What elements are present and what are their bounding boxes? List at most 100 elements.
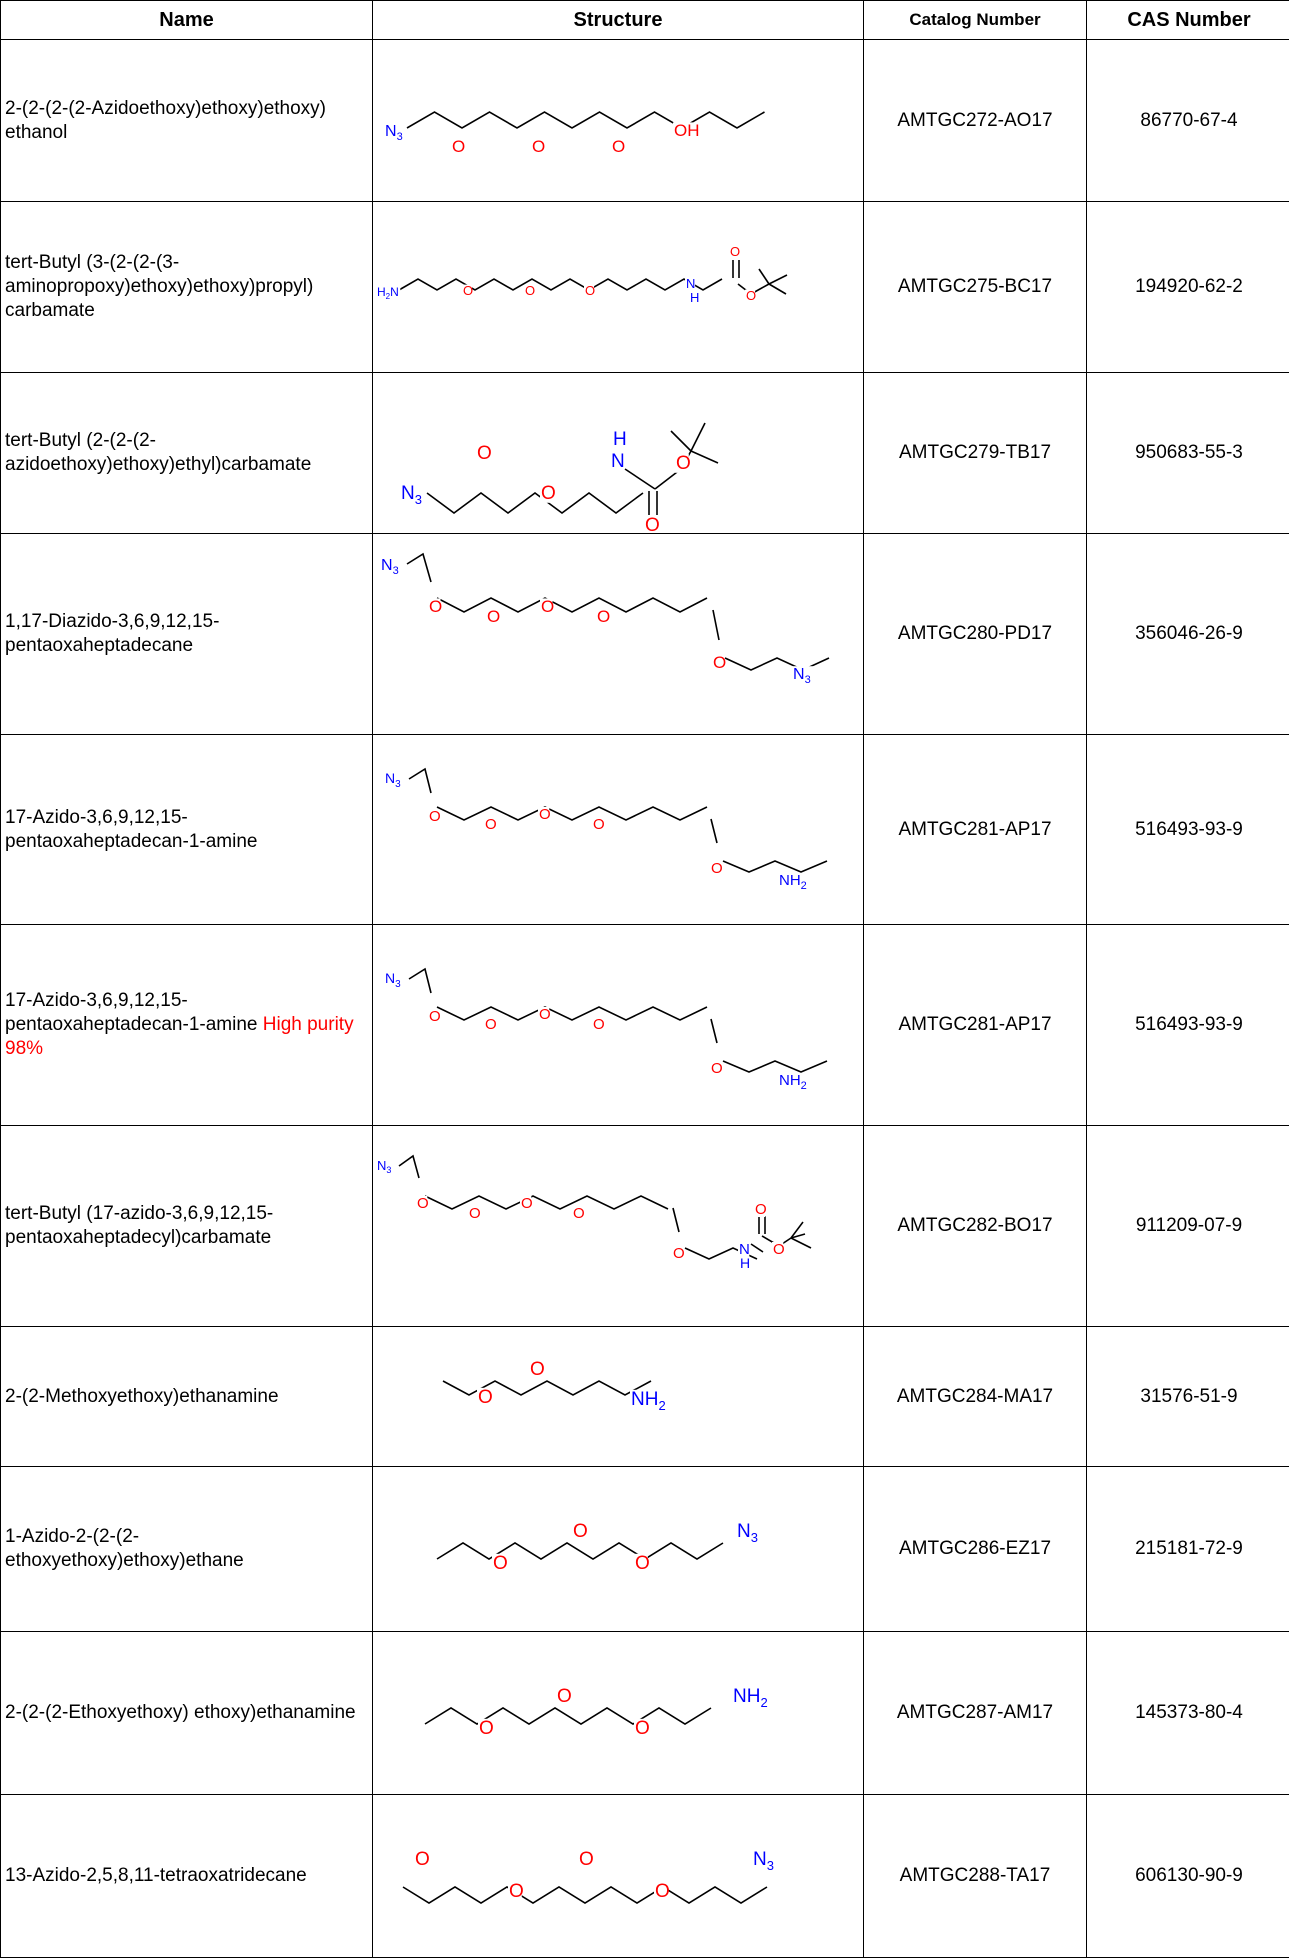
product-name-text: tert-Butyl (3-(2-(2-(3-aminopropoxy)etho… bbox=[5, 252, 313, 321]
product-name: 2-(2-Methoxyethoxy)ethanamine bbox=[1, 1327, 373, 1467]
bond-chain bbox=[673, 1208, 679, 1232]
bond-chain bbox=[409, 769, 431, 793]
product-name: 1,17-Diazido-3,6,9,12,15-pentaoxaheptade… bbox=[1, 534, 373, 735]
atom-label: O bbox=[478, 1387, 493, 1408]
atom-label: O bbox=[429, 808, 441, 825]
atom-label: H bbox=[613, 429, 627, 450]
atom-label: O bbox=[593, 816, 605, 833]
header-cas-number: CAS Number bbox=[1087, 1, 1289, 40]
atom-label: O bbox=[579, 1849, 594, 1870]
atom-label: O bbox=[773, 1241, 785, 1258]
bond-chain bbox=[403, 1887, 767, 1903]
atom-label: O bbox=[493, 1553, 508, 1574]
atom-label: O bbox=[487, 607, 500, 626]
atom-label: O bbox=[597, 607, 610, 626]
cas-number: 145373-80-4 bbox=[1087, 1632, 1289, 1795]
atom-label: O bbox=[530, 1359, 545, 1380]
table-row: tert-Butyl (17-azido-3,6,9,12,15-pentaox… bbox=[1, 1126, 1289, 1327]
product-name: 13-Azido-2,5,8,11-tetraoxatridecane bbox=[1, 1795, 373, 1958]
atom-label: O bbox=[645, 515, 660, 533]
catalog-number: AMTGC272-AO17 bbox=[864, 40, 1087, 202]
bond bbox=[691, 451, 718, 463]
bond-chain bbox=[711, 819, 717, 843]
atom-label: O bbox=[711, 860, 723, 877]
bond-chain bbox=[437, 1543, 723, 1559]
table-row: tert-Butyl (2-(2-(2-azidoethoxy)ethoxy)e… bbox=[1, 373, 1289, 534]
catalog-number: AMTGC288-TA17 bbox=[864, 1795, 1087, 1958]
atom-label: O bbox=[593, 1016, 605, 1033]
bond bbox=[751, 1244, 763, 1252]
header-row: Name Structure Catalog Number CAS Number bbox=[1, 1, 1289, 40]
bond-chain bbox=[425, 1196, 668, 1209]
bond-chain bbox=[425, 1708, 711, 1724]
catalog-number: AMTGC284-MA17 bbox=[864, 1327, 1087, 1467]
atom-label: O bbox=[585, 283, 595, 298]
atom-label: O bbox=[635, 1553, 650, 1574]
product-name: 2-(2-(2-Ethoxyethoxy) ethoxy)ethanamine bbox=[1, 1632, 373, 1795]
atom-label: O bbox=[429, 1008, 441, 1025]
bond bbox=[769, 284, 786, 294]
atom-label: O bbox=[521, 1195, 533, 1212]
atom-label: O bbox=[477, 443, 492, 464]
bond-chain bbox=[711, 1019, 717, 1043]
atom-label: N bbox=[686, 276, 695, 291]
atom-label: O bbox=[429, 597, 442, 616]
product-name-text: 2-(2-(2-Ethoxyethoxy) ethoxy)ethanamine bbox=[5, 1702, 356, 1723]
product-name: tert-Butyl (17-azido-3,6,9,12,15-pentaox… bbox=[1, 1126, 373, 1327]
product-name-text: tert-Butyl (2-(2-(2-azidoethoxy)ethoxy)e… bbox=[5, 430, 311, 475]
atom-label: O bbox=[573, 1521, 588, 1542]
atom-label: O bbox=[479, 1718, 494, 1739]
header-structure: Structure bbox=[373, 1, 864, 40]
atom-label: H bbox=[740, 1255, 750, 1271]
atom-label: O bbox=[463, 283, 473, 298]
product-name-text: 17-Azido-3,6,9,12,15-pentaoxaheptadecan-… bbox=[5, 990, 257, 1035]
cas-number: 950683-55-3 bbox=[1087, 373, 1289, 534]
table-row: 2-(2-(2-(2-Azidoethoxy)ethoxy)ethoxy) et… bbox=[1, 40, 1289, 202]
product-name: 17-Azido-3,6,9,12,15-pentaoxaheptadecan-… bbox=[1, 925, 373, 1126]
atom-label: O bbox=[417, 1195, 429, 1212]
table-row: 17-Azido-3,6,9,12,15-pentaoxaheptadecan-… bbox=[1, 735, 1289, 925]
bond-chain bbox=[437, 1007, 707, 1020]
atom-label: O bbox=[612, 137, 625, 156]
atom-label: O bbox=[469, 1205, 481, 1222]
product-name-text: 13-Azido-2,5,8,11-tetraoxatridecane bbox=[5, 1865, 307, 1886]
atom-label: O bbox=[525, 283, 535, 298]
atom-label: O bbox=[713, 653, 726, 672]
catalog-number: AMTGC282-BO17 bbox=[864, 1126, 1087, 1327]
header-name: Name bbox=[1, 1, 373, 40]
atom-label: O bbox=[655, 1881, 670, 1902]
cas-number: 606130-90-9 bbox=[1087, 1795, 1289, 1958]
bond bbox=[769, 275, 787, 284]
table-row: 1-Azido-2-(2-(2-ethoxyethoxy)ethoxy)etha… bbox=[1, 1467, 1289, 1632]
catalog-number: AMTGC279-TB17 bbox=[864, 373, 1087, 534]
product-name-text: 17-Azido-3,6,9,12,15-pentaoxaheptadecan-… bbox=[5, 807, 257, 852]
atom-label: O bbox=[676, 453, 691, 474]
product-name-text: tert-Butyl (17-azido-3,6,9,12,15-pentaox… bbox=[5, 1203, 273, 1248]
bond-chain bbox=[713, 610, 719, 640]
atom-label: O bbox=[532, 137, 545, 156]
bond-chain bbox=[399, 279, 722, 290]
atom-label: O bbox=[415, 1849, 430, 1870]
product-name-text: 2-(2-Methoxyethoxy)ethanamine bbox=[5, 1386, 279, 1407]
product-name-text: 2-(2-(2-(2-Azidoethoxy)ethoxy)ethoxy) et… bbox=[5, 98, 326, 143]
product-name-text: 1-Azido-2-(2-(2-ethoxyethoxy)ethoxy)etha… bbox=[5, 1526, 244, 1571]
catalog-number: AMTGC281-AP17 bbox=[864, 735, 1087, 925]
